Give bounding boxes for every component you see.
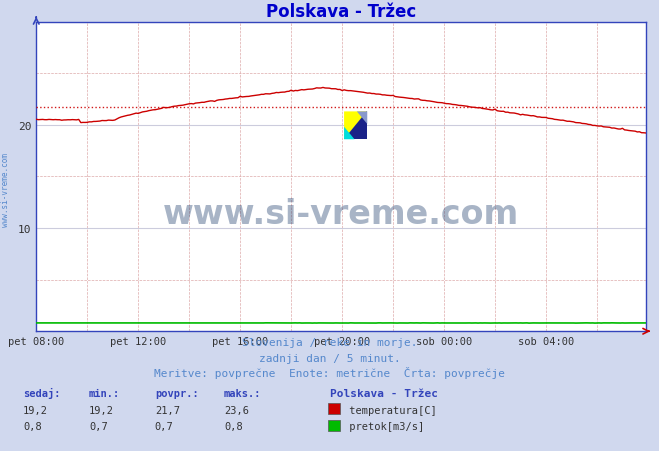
Text: Meritve: povprečne  Enote: metrične  Črta: povprečje: Meritve: povprečne Enote: metrične Črta:… bbox=[154, 367, 505, 378]
Text: 19,2: 19,2 bbox=[23, 405, 48, 414]
Text: maks.:: maks.: bbox=[224, 388, 262, 398]
Text: sedaj:: sedaj: bbox=[23, 387, 61, 398]
Text: povpr.:: povpr.: bbox=[155, 388, 198, 398]
Text: 0,8: 0,8 bbox=[224, 421, 243, 431]
Text: temperatura[C]: temperatura[C] bbox=[343, 405, 437, 414]
Text: 21,7: 21,7 bbox=[155, 405, 180, 414]
Text: Slovenija / reke in morje.: Slovenija / reke in morje. bbox=[242, 337, 417, 347]
Text: 0,7: 0,7 bbox=[89, 421, 107, 431]
Polygon shape bbox=[357, 112, 367, 124]
Text: Polskava - Tržec: Polskava - Tržec bbox=[330, 388, 438, 398]
Polygon shape bbox=[344, 128, 355, 140]
Polygon shape bbox=[344, 112, 367, 140]
Polygon shape bbox=[344, 112, 367, 140]
Text: pretok[m3/s]: pretok[m3/s] bbox=[343, 421, 424, 431]
Title: Polskava - Tržec: Polskava - Tržec bbox=[266, 3, 416, 21]
Text: 23,6: 23,6 bbox=[224, 405, 249, 414]
Text: www.si-vreme.com: www.si-vreme.com bbox=[163, 198, 519, 230]
Text: min.:: min.: bbox=[89, 388, 120, 398]
Text: 0,7: 0,7 bbox=[155, 421, 173, 431]
Text: www.si-vreme.com: www.si-vreme.com bbox=[1, 152, 10, 226]
Text: zadnji dan / 5 minut.: zadnji dan / 5 minut. bbox=[258, 353, 401, 363]
Text: 0,8: 0,8 bbox=[23, 421, 42, 431]
Text: 19,2: 19,2 bbox=[89, 405, 114, 414]
